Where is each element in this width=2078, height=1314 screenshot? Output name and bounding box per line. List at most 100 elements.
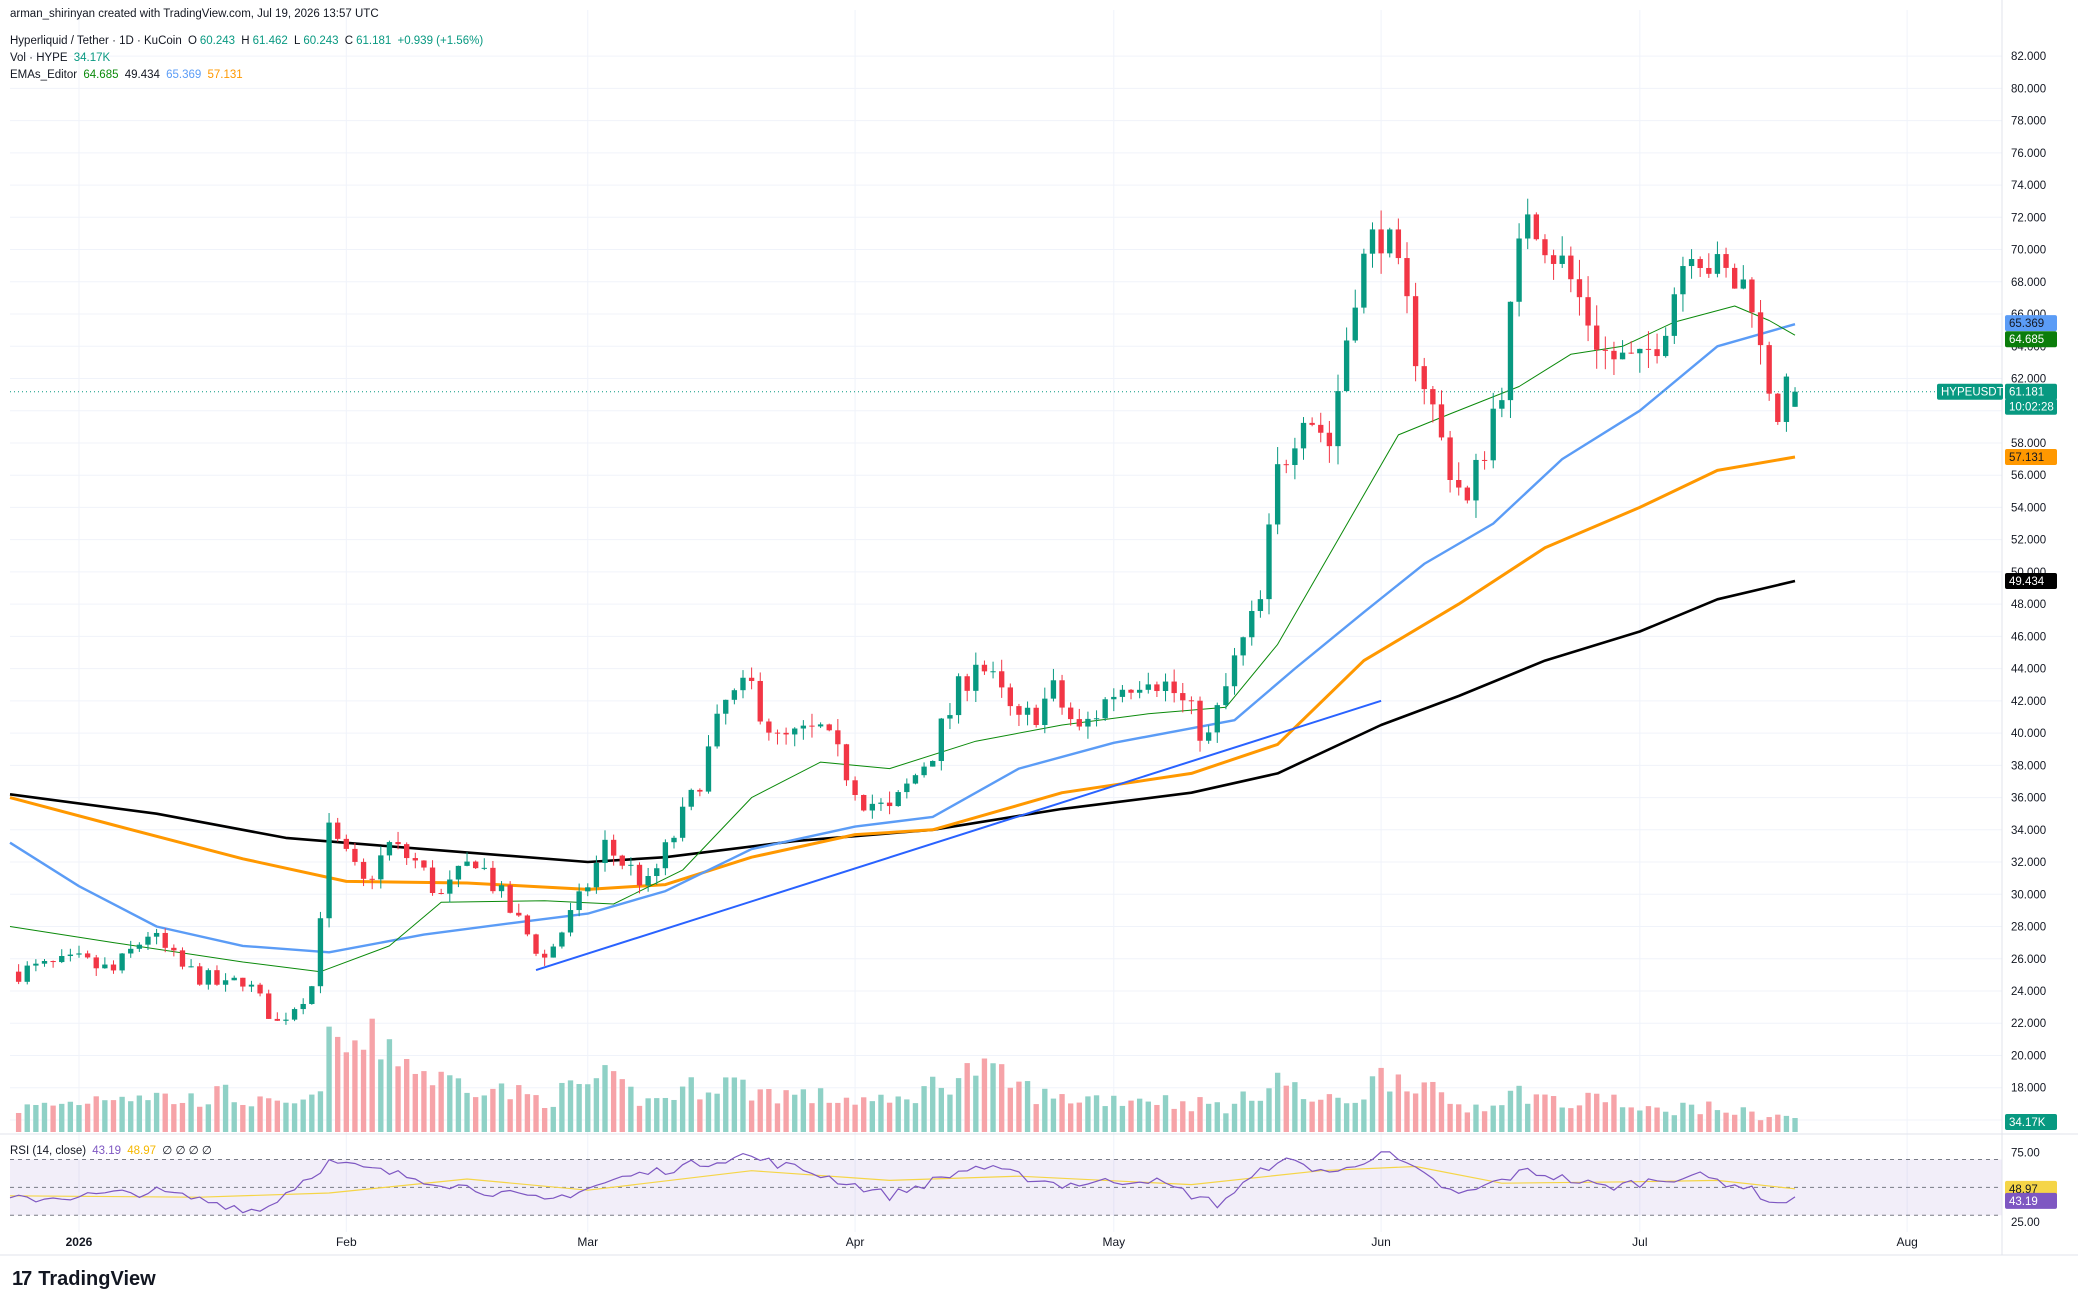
candle-body	[800, 725, 807, 729]
candle-body	[1542, 239, 1548, 256]
candle-body	[110, 964, 117, 971]
candle-body	[1180, 693, 1186, 701]
candle-body	[533, 934, 539, 954]
volume-bar	[153, 1092, 160, 1132]
candle-body	[214, 970, 220, 985]
tradingview-mark-icon: 17	[12, 1268, 32, 1290]
candle-body	[231, 977, 237, 981]
countdown-badge: 10:02:28	[2009, 402, 2054, 414]
volume-bar	[1671, 1115, 1677, 1132]
volume-bars	[15, 1018, 1798, 1132]
volume-bar	[1559, 1107, 1565, 1132]
ema-lines	[9, 305, 2002, 973]
candle-body	[464, 861, 470, 866]
price-tick-label: 42.000	[2011, 696, 2046, 708]
candle-body	[550, 946, 556, 958]
candle-body	[1076, 719, 1082, 727]
ema-legend[interactable]: EMAs_Editor 64.685 49.434 65.369 57.131	[10, 67, 246, 84]
tradingview-logo[interactable]: 17 TradingView	[12, 1268, 156, 1291]
volume-bar	[1309, 1101, 1315, 1132]
candle-body	[619, 855, 625, 866]
countdown-badge-bg	[2005, 398, 2057, 415]
volume-bar	[1361, 1099, 1367, 1132]
volume-bar	[817, 1088, 824, 1132]
volume-bar	[1766, 1117, 1772, 1132]
volume-legend[interactable]: Vol · HYPE 34.17K	[10, 50, 113, 67]
candle-body	[1464, 487, 1471, 501]
volume-bar	[1749, 1111, 1755, 1132]
candle-body	[309, 986, 315, 1004]
volume-bar	[1205, 1103, 1212, 1132]
volume-bar	[550, 1106, 556, 1132]
rsi-ma-badge-bg	[2005, 1180, 2057, 1197]
candle-body	[1111, 696, 1117, 700]
volume-bar	[59, 1103, 65, 1132]
candle-body	[67, 954, 74, 957]
candle-body	[1145, 684, 1151, 690]
volume-bar	[1343, 1103, 1350, 1132]
candle-body	[360, 861, 367, 879]
ema-orange-badge-bg	[2005, 448, 2057, 465]
volume-bar	[1697, 1114, 1703, 1132]
volume-bar	[921, 1086, 927, 1132]
candles	[15, 198, 1798, 1025]
ema-green-badge-bg	[2005, 331, 2057, 348]
ema-blue-badge-bg	[2005, 315, 2057, 332]
rsi-label: RSI (14, close)	[10, 1145, 87, 1157]
candle-body	[171, 947, 177, 951]
price-tick-label: 76.000	[2011, 148, 2046, 160]
close-label: C	[344, 35, 354, 47]
volume-bar	[1525, 1103, 1531, 1132]
volume-bar	[973, 1075, 979, 1132]
candle-body	[291, 1009, 298, 1020]
candle-body	[1516, 238, 1522, 302]
price-badges: 65.369 64.685 HYPEUSDT 61.181 10:02:28 57.131…	[1937, 315, 2057, 1209]
candle-body	[1309, 422, 1315, 425]
volume-bar	[740, 1079, 746, 1132]
volume-bar	[602, 1065, 608, 1132]
creator-line: arman_shirinyan created with TradingView…	[10, 8, 379, 20]
candle-body	[636, 864, 643, 886]
candle-body	[1068, 707, 1074, 720]
price-tick-label: 26.000	[2011, 954, 2046, 966]
price-tick-label: 56.000	[2011, 470, 2046, 482]
time-tick-label: 2026	[66, 1235, 93, 1249]
volume-bar	[1318, 1099, 1324, 1132]
volume-bar	[248, 1106, 255, 1132]
low-label: L	[293, 35, 301, 47]
volume-bar	[1050, 1098, 1057, 1132]
candle-body	[50, 961, 56, 963]
brand-name: TradingView	[38, 1268, 156, 1290]
price-tick-label: 62.000	[2011, 373, 2046, 385]
volume-bar	[1438, 1092, 1445, 1132]
price-tick-label: 54.000	[2011, 502, 2046, 514]
symbol-legend[interactable]: Hyperliquid / Tether · 1D · KuCoin O 60.2…	[10, 33, 486, 50]
volume-bar	[1016, 1081, 1022, 1132]
volume-badge-bg	[2005, 1114, 2057, 1130]
high-value: 61.462	[252, 35, 288, 47]
volume-bar	[628, 1086, 634, 1132]
volume-badge: 34.17K	[2009, 1117, 2046, 1129]
rsi-legend[interactable]: RSI (14, close) 43.19 48.97 ∅ ∅ ∅ ∅	[10, 1143, 215, 1160]
candle-body	[524, 915, 531, 935]
candle-body	[84, 953, 91, 958]
candle-body	[1223, 686, 1229, 706]
candle-body	[748, 677, 755, 681]
volume-bar	[654, 1098, 660, 1132]
price-tick-label: 44.000	[2011, 664, 2046, 676]
volume-bar	[481, 1095, 487, 1132]
volume-bar	[723, 1077, 729, 1132]
volume-bar	[50, 1105, 56, 1132]
volume-bar	[1637, 1110, 1643, 1132]
candle-body	[1757, 312, 1764, 346]
candle-body	[498, 885, 505, 892]
candle-body	[145, 936, 151, 945]
candle-body	[990, 671, 996, 673]
volume-bar	[1119, 1105, 1126, 1132]
volume-bar	[438, 1071, 444, 1132]
volume-bar	[852, 1104, 858, 1132]
candle-body	[1059, 680, 1065, 708]
volume-bar	[1516, 1085, 1522, 1132]
price-tick-label: 68.000	[2011, 277, 2046, 289]
